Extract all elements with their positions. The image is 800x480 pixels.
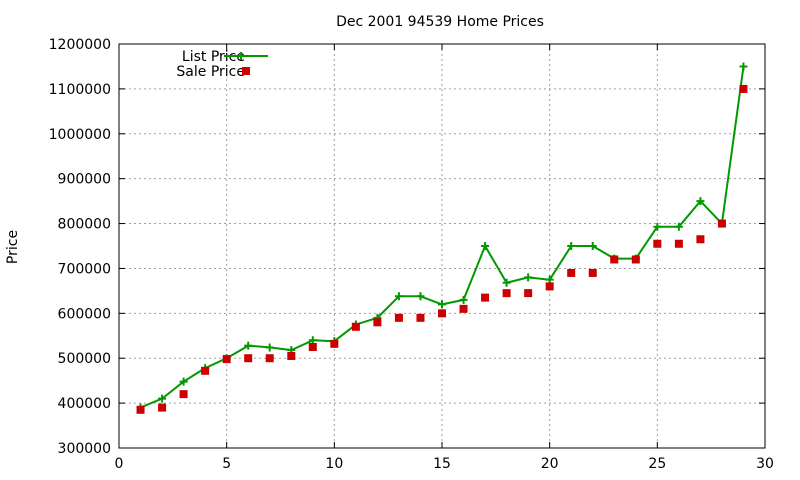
legend-label-sale-price: Sale Price [176, 64, 245, 80]
sale-price-point [567, 268, 576, 277]
x-tick-label: 0 [115, 456, 124, 472]
legend: List Price Sale Price [176, 49, 268, 80]
list-price-point [653, 222, 662, 231]
sale-price-point [459, 304, 468, 313]
sale-price-point [373, 318, 382, 327]
list-price-point [545, 275, 554, 284]
y-tick-label: 900000 [58, 172, 111, 188]
chart-title: Dec 2001 94539 Home Prices [336, 14, 544, 30]
list-price-point [459, 295, 468, 304]
list-price-point [179, 377, 188, 386]
list-price-point [438, 300, 446, 309]
list-price-point [158, 394, 167, 403]
sale-price-point [416, 313, 425, 322]
sale-price-point [438, 309, 446, 318]
list-price-point [481, 242, 490, 250]
legend-marker-sale-price [242, 67, 250, 75]
y-tick-label: 1200000 [49, 37, 111, 53]
grid [119, 44, 765, 448]
sale-price-point [631, 255, 640, 264]
sale-price-point [244, 354, 253, 363]
list-price-point [416, 292, 425, 301]
y-tick-label: 600000 [58, 306, 111, 322]
x-tick-label: 25 [648, 456, 666, 472]
sale-price-point [610, 255, 619, 264]
y-tick-label: 700000 [58, 261, 111, 277]
sale-price-point [308, 343, 317, 351]
x-tick-label: 15 [433, 456, 451, 472]
sale-price-point [696, 235, 705, 244]
series-layer [136, 62, 748, 414]
sale-price-point [179, 390, 188, 399]
list-price-point [244, 341, 253, 350]
sale-price-point [287, 351, 296, 360]
sale-price-point [330, 339, 339, 348]
tick-labels: 0 5 10 15 20 25 30 300000 400000 500000 600000 7000… [49, 37, 774, 472]
list-price-point [696, 197, 705, 206]
y-tick-label: 500000 [58, 351, 111, 367]
list-price-point [394, 292, 403, 301]
list-price-point [588, 242, 597, 250]
plot-frame [118, 43, 766, 449]
sale-price-point [265, 354, 274, 363]
sale-price-point [502, 289, 511, 298]
sale-price-point [158, 403, 167, 412]
sale-price-point [136, 405, 145, 414]
sale-price-point [717, 219, 726, 228]
y-tick-label: 1100000 [49, 82, 111, 98]
sale-price-point [394, 313, 403, 322]
sale-price-point [524, 289, 533, 298]
list-price-point [308, 336, 317, 345]
legend-marker-list-price [237, 52, 245, 60]
y-tick-label: 800000 [58, 217, 111, 233]
sale-price-point [588, 268, 597, 277]
x-tick-label: 30 [756, 456, 774, 472]
y-tick-label: 400000 [58, 396, 111, 412]
list-price-point [567, 242, 576, 250]
list-price-point [524, 273, 533, 282]
x-tick-label: 10 [325, 456, 343, 472]
list-price-point [502, 278, 511, 287]
series-line-list-price [140, 66, 745, 409]
legend-label-list-price: List Price [182, 49, 245, 65]
sale-price-point [739, 84, 748, 93]
x-tick-label: 20 [541, 456, 559, 472]
list-price-point [265, 343, 274, 352]
sale-price-point [545, 282, 554, 291]
sale-price-point [201, 366, 210, 375]
sale-price-point [351, 322, 360, 331]
y-tick-label: 300000 [58, 441, 111, 457]
list-price-point [739, 62, 748, 71]
y-tick-label: 1000000 [49, 127, 111, 143]
x-tick-label: 5 [222, 456, 231, 472]
sale-price-point [222, 355, 231, 364]
sale-price-point [481, 293, 490, 302]
sale-price-point [653, 239, 662, 248]
y-axis-label: Price [5, 230, 21, 264]
sale-price-point [674, 239, 683, 248]
list-price-point [674, 222, 683, 231]
